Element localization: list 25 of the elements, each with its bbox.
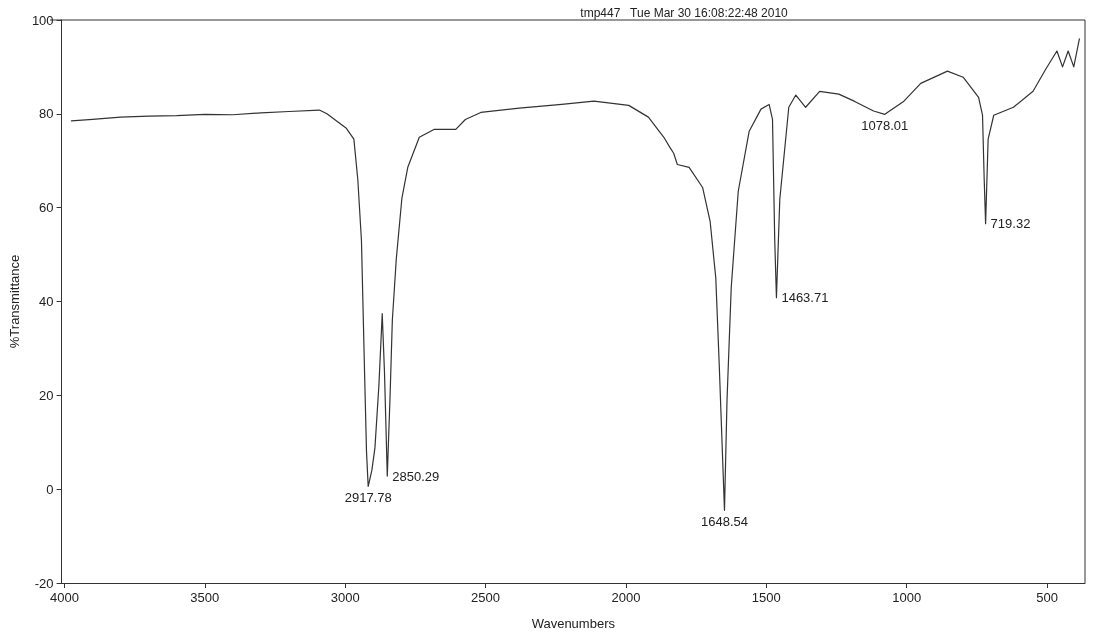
y-axis-title: %Transmittance (7, 254, 22, 349)
chart-title: tmp447 Tue Mar 30 16:08:22:48 2010 (580, 6, 789, 20)
x-axis-title: Wavenumbers (531, 616, 616, 631)
x-tick-label: 500 (1036, 590, 1058, 605)
x-tick-label: 2500 (471, 590, 501, 605)
annotation: 2850.29 (392, 468, 440, 484)
x-tick-label: 2000 (611, 590, 641, 605)
y-tick-label: 80 (39, 106, 54, 122)
annotation: 1463.71 (781, 290, 829, 306)
x-tick-label: 3000 (330, 590, 360, 605)
line-series (70, 38, 1080, 511)
y-tick-label: 60 (39, 200, 54, 216)
x-tick-label: 4000 (49, 590, 79, 605)
x-tick-label: 1000 (892, 590, 922, 605)
y-tick-label: -20 (34, 575, 54, 591)
y-tick-label: 0 (46, 481, 54, 497)
annotation: 719.32 (990, 216, 1031, 232)
y-tick-label: 100 (31, 12, 54, 28)
x-tick-label: 1500 (751, 590, 781, 605)
x-tick-label: 3500 (190, 590, 220, 605)
annotation: 2917.78 (344, 490, 392, 506)
y-tick-label: 20 (39, 387, 54, 403)
y-tick-label: 40 (39, 294, 54, 309)
annotation: 1648.54 (700, 514, 748, 530)
annotation: 1078.01 (861, 118, 909, 134)
